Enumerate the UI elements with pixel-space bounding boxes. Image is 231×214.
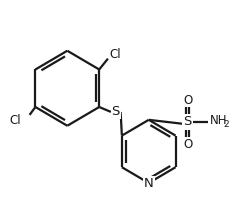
Text: Cl: Cl xyxy=(9,114,21,127)
Text: O: O xyxy=(182,138,191,151)
Text: NH: NH xyxy=(209,114,226,127)
Text: O: O xyxy=(182,94,191,107)
Text: S: S xyxy=(182,115,191,128)
Text: 2: 2 xyxy=(222,120,228,129)
Text: S: S xyxy=(111,106,119,118)
Text: Cl: Cl xyxy=(109,48,121,61)
Text: N: N xyxy=(143,177,153,190)
